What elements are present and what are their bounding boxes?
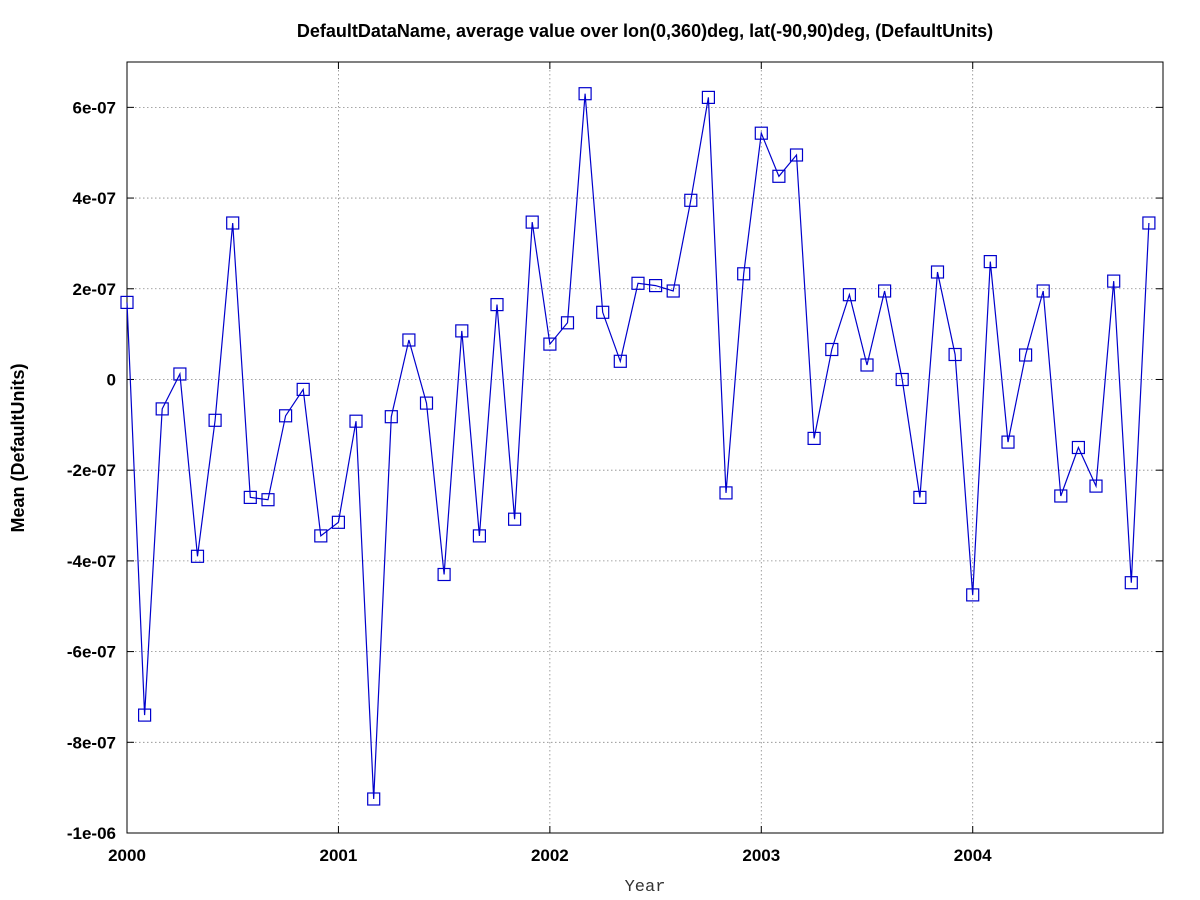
y-axis-ticks: 6e-07 4e-07 2e-07 0 -2e-07 -4e-07 -6e-07 -8e-07…: [67, 98, 1163, 843]
y-tick-label: -1e-06: [67, 824, 116, 843]
data-point: [825, 342, 839, 357]
data-point: [138, 708, 152, 722]
data-point: [331, 515, 345, 529]
data-point: [367, 792, 381, 806]
data-point: [490, 298, 504, 312]
data-point: [543, 337, 557, 351]
data-series: [120, 87, 1156, 806]
y-tick-label: -8e-07: [67, 733, 116, 752]
x-tick-label: 2001: [320, 846, 358, 865]
data-point: [1071, 440, 1086, 455]
data-point: [296, 382, 310, 396]
data-point: [525, 215, 539, 229]
data-point: [419, 396, 434, 410]
data-point: [173, 367, 187, 381]
data-point: [1001, 435, 1015, 449]
data-point: [913, 490, 927, 504]
y-tick-label: 6e-07: [73, 98, 116, 117]
data-point: [1124, 576, 1138, 590]
data-point: [437, 567, 451, 582]
data-point: [560, 316, 575, 330]
y-tick-label: 0: [107, 370, 116, 389]
data-point: [226, 216, 240, 230]
x-tick-label: 2004: [954, 846, 992, 865]
data-point: [966, 588, 980, 602]
y-tick-label: 4e-07: [73, 189, 116, 208]
y-tick-label: -6e-07: [67, 643, 116, 662]
data-point: [737, 267, 751, 281]
data-point: [243, 490, 257, 504]
x-tick-label: 2000: [108, 846, 146, 865]
data-point: [842, 288, 857, 302]
data-point: [314, 529, 328, 543]
data-point: [807, 431, 821, 445]
data-point: [666, 284, 680, 298]
data-point: [719, 486, 733, 500]
data-point: [455, 324, 469, 338]
data-point: [402, 333, 416, 347]
data-point: [596, 305, 610, 319]
data-point: [789, 148, 804, 162]
data-point: [508, 512, 522, 526]
y-axis-label: Mean (DefaultUnits): [8, 363, 28, 532]
data-point: [120, 295, 134, 309]
data-point: [1142, 216, 1156, 230]
data-point: [472, 529, 486, 543]
data-point: [701, 90, 716, 105]
data-point: [155, 402, 169, 416]
data-point: [648, 279, 663, 293]
x-tick-label: 2002: [531, 846, 569, 865]
data-point: [1018, 348, 1033, 362]
plot-area-frame: [126, 61, 1164, 834]
data-point: [613, 354, 627, 368]
y-tick-label: -2e-07: [67, 461, 116, 480]
x-tick-label: 2003: [742, 846, 780, 865]
data-point: [772, 169, 786, 183]
data-point: [578, 87, 592, 101]
data-point: [1089, 479, 1103, 493]
y-tick-label: -4e-07: [67, 552, 116, 571]
data-point: [754, 126, 768, 140]
x-axis-ticks: 2000 2001 2002 2003 2004: [108, 62, 992, 865]
data-point: [190, 549, 205, 563]
y-tick-label: 2e-07: [73, 280, 116, 299]
data-point: [1054, 489, 1068, 503]
data-point: [930, 265, 945, 279]
data-point: [948, 347, 962, 362]
data-point: [983, 255, 997, 269]
data-point: [349, 414, 363, 428]
data-point: [631, 276, 645, 290]
data-point: [384, 410, 398, 424]
data-point: [279, 409, 293, 423]
data-point: [1107, 274, 1121, 288]
chart-title: DefaultDataName, average value over lon(…: [297, 21, 993, 41]
data-point: [860, 358, 874, 372]
data-point: [877, 284, 892, 298]
data-point: [261, 493, 275, 507]
grid: [126, 62, 1163, 834]
data-point: [1036, 284, 1050, 298]
data-point: [208, 413, 222, 427]
series-line: [126, 93, 1150, 800]
data-point: [895, 372, 909, 387]
data-point: [684, 193, 698, 207]
x-axis-label: Year: [625, 878, 666, 897]
